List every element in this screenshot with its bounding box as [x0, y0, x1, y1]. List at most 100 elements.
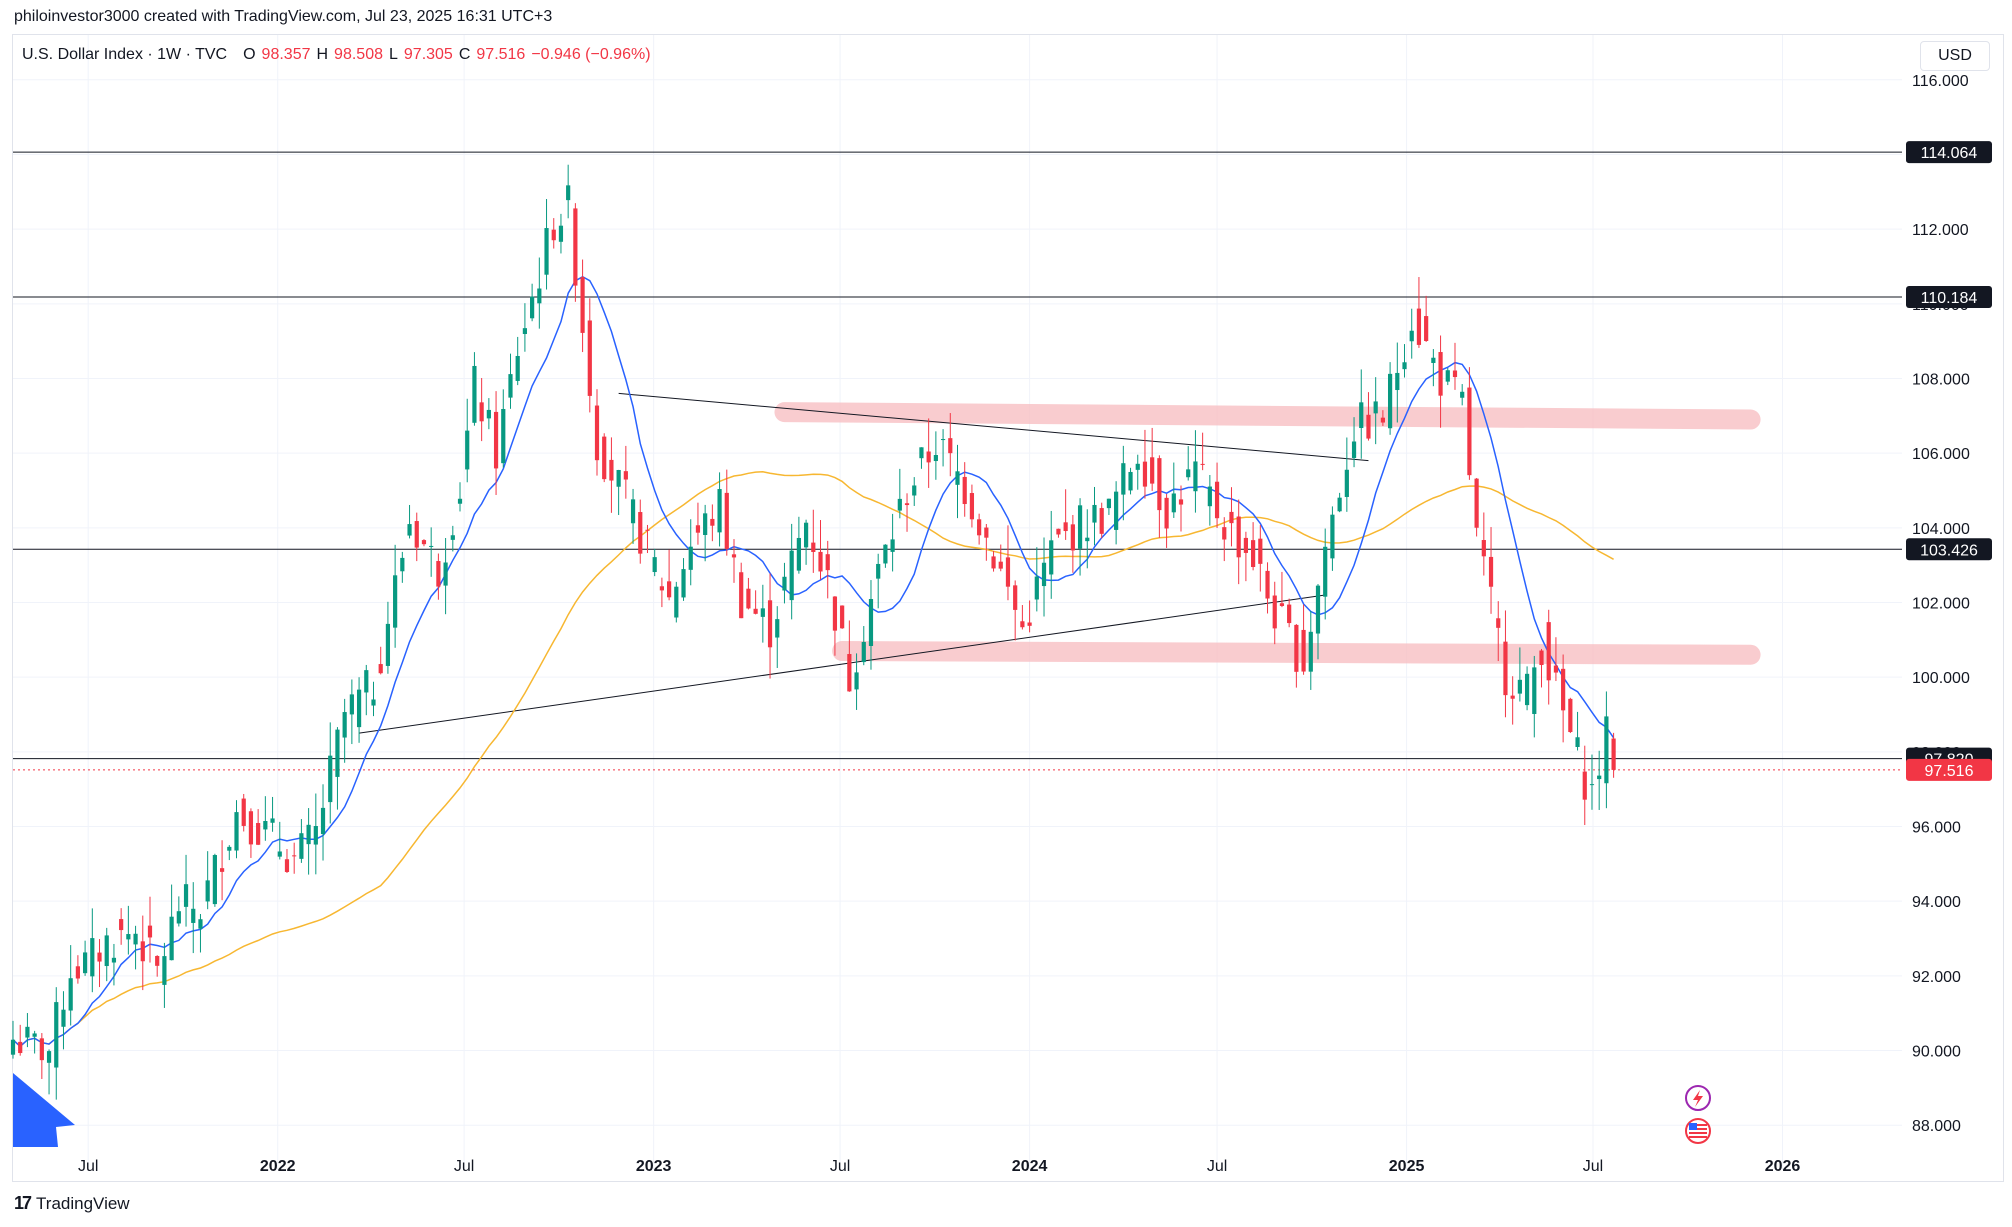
candle	[1402, 344, 1407, 378]
candle	[775, 606, 780, 668]
candle	[378, 646, 383, 675]
candle-body	[176, 911, 181, 924]
candle-body	[356, 689, 362, 728]
candle	[1135, 454, 1140, 490]
candle-body	[277, 851, 282, 857]
candle	[1128, 467, 1133, 495]
tradingview-brand[interactable]: 17 TradingView	[14, 1193, 130, 1214]
candle	[1387, 362, 1393, 435]
candle	[1474, 478, 1479, 537]
y-tick-label: 102.000	[1912, 596, 1970, 613]
candle-body	[912, 485, 917, 496]
candle-body	[1510, 695, 1515, 699]
candle	[421, 539, 427, 547]
flag-event-circle	[1685, 1118, 1711, 1144]
candle	[573, 203, 578, 302]
candle	[1344, 437, 1349, 512]
candle	[926, 418, 931, 488]
candle-body	[1020, 621, 1025, 628]
candle-body	[501, 409, 506, 464]
candle-body	[1315, 585, 1321, 634]
candle	[349, 679, 354, 745]
candle-body	[645, 529, 650, 531]
candle-body	[955, 471, 960, 485]
candle	[61, 991, 66, 1050]
candle	[429, 527, 434, 577]
candle-body	[1467, 387, 1472, 476]
candle-body	[1323, 546, 1328, 597]
candle	[457, 482, 463, 512]
candle-body	[1272, 595, 1277, 629]
candle-body	[630, 499, 636, 524]
low-value: 97.305	[403, 46, 453, 63]
high-value: 98.508	[334, 46, 383, 63]
x-tick-label: 2024	[1012, 1158, 1048, 1175]
candle-body	[234, 812, 239, 851]
candle-body	[926, 451, 931, 463]
candle	[537, 257, 542, 329]
candle	[493, 391, 499, 495]
candle	[1561, 654, 1566, 743]
support-resistance-zones	[774, 402, 1761, 665]
candle-body	[818, 551, 823, 572]
candle	[782, 562, 787, 604]
candle	[1114, 481, 1119, 545]
chart-frame[interactable]	[12, 34, 2004, 1182]
candle-body	[984, 527, 989, 538]
highlight-zone	[774, 402, 1761, 430]
x-tick-label: Jul	[1583, 1158, 1603, 1175]
candle	[183, 854, 189, 927]
candle	[933, 431, 938, 480]
candle	[1229, 487, 1234, 547]
candle-body	[1294, 624, 1299, 672]
level-price-label-text: 103.426	[1920, 542, 1978, 559]
candle-body	[75, 966, 80, 979]
candle	[1157, 455, 1162, 538]
candle	[1539, 648, 1544, 688]
candle-body	[890, 539, 895, 552]
candle	[890, 513, 895, 572]
candle	[1041, 537, 1047, 617]
candle-body	[1503, 641, 1508, 696]
candle	[1308, 610, 1313, 690]
ma-slow-line	[12, 471, 1614, 1048]
candle-body	[883, 544, 888, 564]
candle	[219, 840, 225, 901]
candle	[32, 1030, 37, 1054]
candle-body	[1597, 775, 1602, 780]
lightning-event-icon	[1685, 1085, 1711, 1111]
candle-body	[111, 957, 117, 963]
candle	[919, 447, 924, 469]
candle-body	[486, 409, 491, 419]
candle-body	[378, 664, 383, 674]
candle-body	[1114, 491, 1119, 530]
candle-body	[1106, 498, 1112, 509]
candle	[284, 849, 290, 873]
candle-body	[919, 447, 924, 459]
candle-body	[587, 320, 592, 396]
level-price-label-box	[1906, 141, 1992, 164]
candle	[234, 800, 239, 859]
candle-body	[537, 288, 542, 304]
candle-body	[212, 855, 217, 905]
candle	[897, 468, 902, 519]
candle-body	[1186, 469, 1191, 478]
candle	[1214, 462, 1220, 529]
x-tick-label: Jul	[78, 1158, 98, 1175]
currency-button[interactable]: USD	[1920, 41, 1990, 71]
candle	[998, 544, 1003, 572]
candle-body	[147, 925, 153, 938]
candle-body	[652, 557, 657, 573]
candle-body	[1460, 391, 1465, 398]
candle-body	[1063, 522, 1068, 532]
candle	[1416, 277, 1422, 348]
candle	[320, 784, 326, 861]
candle	[356, 677, 362, 743]
candle-body	[659, 586, 664, 591]
candle	[1373, 377, 1378, 445]
candle-body	[1142, 461, 1148, 487]
candle	[335, 727, 340, 810]
x-tick-label: 2026	[1765, 1158, 1801, 1175]
candle	[400, 551, 405, 583]
